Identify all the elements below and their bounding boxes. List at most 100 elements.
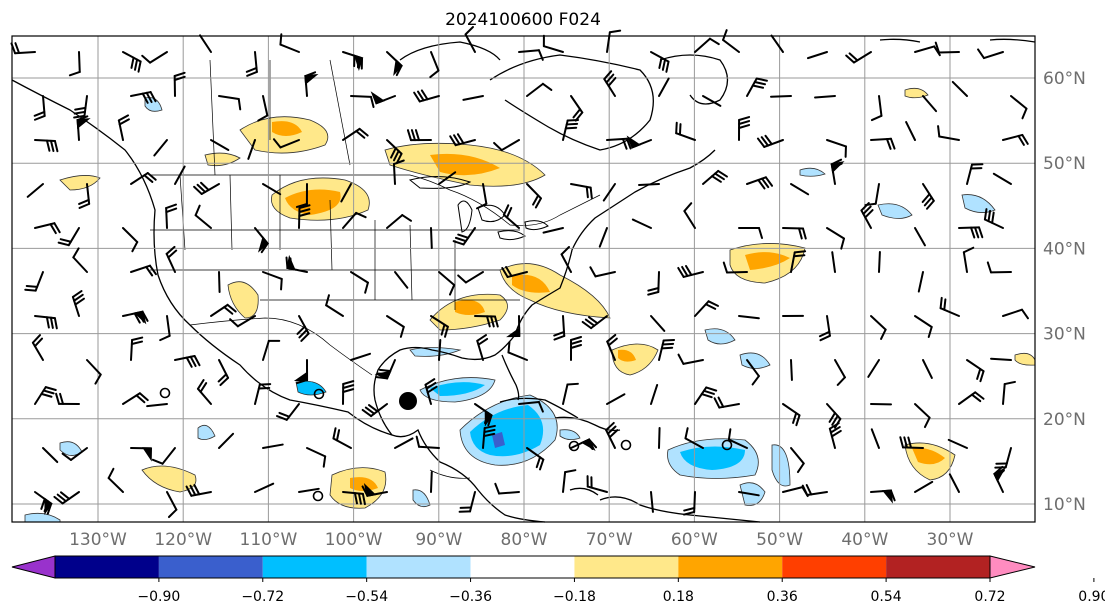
wind-barb-icon xyxy=(196,379,212,405)
wind-barb-icon xyxy=(899,436,924,449)
wind-barb-icon xyxy=(1010,95,1028,120)
wind-barb-icon xyxy=(870,428,880,449)
wind-barb-icon xyxy=(78,183,91,209)
longitude-labels: 130°W 120°W 110°W 100°W 90°W 80°W 70°W 60°W 50°W… xyxy=(69,530,974,550)
map-gridlines xyxy=(12,36,1035,522)
wind-barb-icon xyxy=(166,491,178,519)
wind-barb-icon xyxy=(394,437,414,449)
wind-barb-icon xyxy=(122,392,149,405)
colorbar xyxy=(11,555,1036,579)
wind-barb-icon xyxy=(247,139,256,160)
wind-barb-icon xyxy=(117,114,130,141)
latitude-tick-label: 60°N xyxy=(1043,69,1086,89)
wind-barb-icon xyxy=(430,471,433,493)
wind-barb-icon xyxy=(570,336,583,361)
wind-barb-icon xyxy=(482,424,496,449)
wind-barb-icon xyxy=(983,208,1004,229)
wind-barb-icon xyxy=(210,139,230,151)
wind-barb-icon xyxy=(1002,133,1029,146)
wind-barb-icon xyxy=(130,447,153,462)
wind-barb-icon xyxy=(34,386,57,405)
longitude-tick-label: 130°W xyxy=(69,530,127,550)
tropical-cyclone-dot-icon xyxy=(399,392,417,410)
wind-barb-icon xyxy=(502,204,520,229)
wind-barb-icon xyxy=(130,172,157,185)
wind-barb-icon xyxy=(254,482,275,493)
wind-barb-icon xyxy=(581,315,608,330)
wind-barb-icon xyxy=(474,403,493,427)
wind-barb-icon xyxy=(262,443,284,449)
wind-barb-icon xyxy=(770,34,784,53)
colorbar-segment xyxy=(366,556,471,578)
colorbar-tick-label: −0.72 xyxy=(241,589,284,605)
station-circle-icon xyxy=(721,439,733,451)
wind-barb-icon xyxy=(262,271,283,291)
wind-barb-icon xyxy=(606,137,632,150)
wind-barb-icon xyxy=(122,310,149,325)
wind-barb-icon xyxy=(53,491,80,505)
wind-barb-icon xyxy=(921,183,935,210)
wind-barb-icon xyxy=(174,355,201,368)
colorbar-tick-labels: −0.90 −0.72 −0.54 −0.36 −0.18 0.18 0.36 0.54 0.7… xyxy=(137,578,1105,605)
wind-barb-icon xyxy=(276,403,300,421)
wind-barb-icon xyxy=(386,315,405,338)
wind-barb-icon xyxy=(107,467,124,493)
wind-barb-icon xyxy=(702,169,728,185)
wind-barb-icon xyxy=(677,353,704,365)
longitude-tick-label: 30°W xyxy=(927,530,974,550)
colorbar-extend-left xyxy=(11,555,56,579)
wind-barb-icon xyxy=(476,334,489,361)
wind-barb-icon xyxy=(438,339,442,361)
wind-barb-icon xyxy=(986,261,1012,274)
wind-barb-icon xyxy=(650,315,666,332)
wind-barb-icon xyxy=(298,204,311,229)
wind-barb-icon xyxy=(801,484,828,497)
wind-barb-icon xyxy=(770,95,792,98)
wind-barb-icon xyxy=(86,359,102,385)
wind-barb-icon xyxy=(914,403,931,429)
wind-barb-icon xyxy=(650,383,659,405)
station-circle-icon xyxy=(620,439,632,451)
colorbar-tick-label: −0.18 xyxy=(553,589,596,605)
wind-barb-icon xyxy=(562,118,580,141)
political-borders xyxy=(150,59,601,479)
wind-barb-icon xyxy=(860,202,874,229)
wind-barb-icon xyxy=(738,116,751,141)
wind-barb-icon xyxy=(914,227,926,247)
wind-barb-icon xyxy=(72,247,88,273)
wind-barb-icon xyxy=(631,218,652,229)
wind-barb-icon xyxy=(298,487,320,493)
wind-barb-icon xyxy=(790,250,807,273)
wind-barb-icon xyxy=(958,391,985,405)
map-title: 2024100600 F024 xyxy=(445,10,601,30)
wind-barb-icon xyxy=(562,382,579,405)
wind-barb-icon xyxy=(295,183,308,208)
wind-barb-icon xyxy=(722,261,748,274)
wind-barb-icon xyxy=(306,447,327,468)
wind-barb-icon xyxy=(458,491,476,513)
wind-barb-icon xyxy=(1002,308,1029,320)
colorbar-segment xyxy=(574,556,679,578)
wind-barb-icon xyxy=(415,435,440,449)
wind-barb-icon xyxy=(429,51,440,79)
longitude-tick-label: 50°W xyxy=(756,530,803,550)
wind-barb-icon xyxy=(272,138,300,149)
wind-barb-icon xyxy=(867,359,880,378)
wind-barb-icon xyxy=(658,427,661,449)
colorbar-segment xyxy=(158,556,263,578)
wind-barb-icon xyxy=(449,133,476,147)
wind-barb-icon xyxy=(694,37,720,53)
wind-barb-icon xyxy=(153,139,168,157)
wind-barb-icon xyxy=(790,447,805,474)
wind-barb-icon xyxy=(304,71,319,97)
wind-barb-icon xyxy=(31,334,44,361)
wind-barb-icon xyxy=(948,473,960,493)
latitude-tick-label: 50°N xyxy=(1043,154,1086,174)
wind-barb-icon xyxy=(406,129,432,142)
wind-barb-icon xyxy=(229,315,256,328)
wind-barb-icon xyxy=(293,359,309,385)
longitude-tick-label: 80°W xyxy=(501,530,548,550)
wind-barb-icon xyxy=(818,315,831,342)
wind-barb-icon xyxy=(218,432,235,449)
